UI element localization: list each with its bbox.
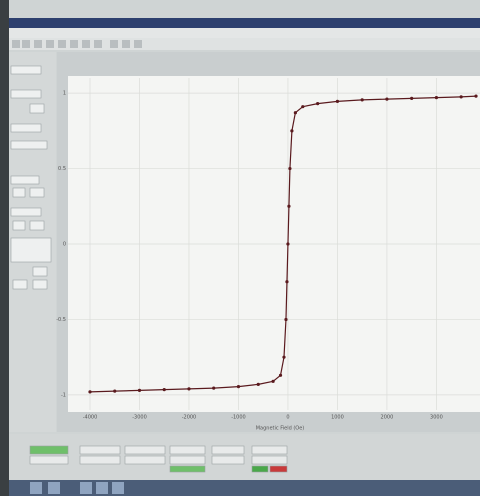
tool-button[interactable] xyxy=(34,40,42,48)
status-field xyxy=(211,455,245,465)
taskbar-icon[interactable] xyxy=(48,482,60,494)
tool-button[interactable] xyxy=(12,40,20,48)
button[interactable] xyxy=(29,187,45,198)
data-point xyxy=(285,280,289,284)
info-box xyxy=(10,237,52,263)
data-point xyxy=(162,388,166,392)
x-tick-label: -4000 xyxy=(83,415,98,421)
data-point xyxy=(293,111,297,115)
data-point xyxy=(284,317,288,322)
taskbar-icon[interactable] xyxy=(96,482,108,494)
status-indicator xyxy=(169,465,206,473)
status-field xyxy=(79,445,121,455)
data-point xyxy=(410,96,414,100)
data-point xyxy=(360,98,364,102)
data-point xyxy=(301,105,305,109)
menu-bar xyxy=(9,28,480,38)
status-field xyxy=(79,455,121,465)
y-tick-label: 0 xyxy=(63,242,66,248)
status-field xyxy=(251,445,288,455)
data-point xyxy=(474,94,478,98)
y-tick-label: -1 xyxy=(61,392,66,398)
data-point xyxy=(290,129,294,133)
button[interactable] xyxy=(12,279,28,290)
data-point xyxy=(137,388,142,392)
tool-button[interactable] xyxy=(82,40,90,48)
status-field xyxy=(124,455,166,465)
tool-button[interactable] xyxy=(58,40,66,48)
data-point xyxy=(286,242,290,246)
x-tick-label: -1000 xyxy=(231,415,246,421)
taskbar xyxy=(9,480,480,496)
x-tick-label: -3000 xyxy=(132,415,147,421)
tool-button[interactable] xyxy=(110,40,118,48)
data-point xyxy=(278,373,283,377)
taskbar-icon[interactable] xyxy=(112,482,124,494)
status-indicator xyxy=(269,465,288,473)
data-point xyxy=(236,385,241,389)
x-tick-label: -2000 xyxy=(182,415,197,421)
data-point xyxy=(385,97,389,101)
data-point xyxy=(113,389,117,393)
x-tick-label: 0 xyxy=(286,415,289,421)
taskbar-icon[interactable] xyxy=(80,482,92,494)
data-point xyxy=(335,99,340,103)
taskbar-icons xyxy=(30,482,124,494)
button[interactable] xyxy=(29,103,45,114)
field[interactable] xyxy=(10,123,42,133)
toolbar-buttons xyxy=(12,40,142,48)
y-tick-label: 1 xyxy=(63,91,66,97)
x-tick-label: 3000 xyxy=(430,415,443,421)
plot: -4000 -3000 -2000 -1000 0 1000 2000 3000 -1 -0.5 0… xyxy=(56,78,480,421)
x-tick-label: 1000 xyxy=(331,415,344,421)
data-point xyxy=(288,166,292,171)
x-tick-label: 2000 xyxy=(381,415,394,421)
status-field xyxy=(29,455,69,465)
monitor-edge xyxy=(0,0,9,496)
status-fields xyxy=(29,445,288,473)
status-field xyxy=(251,455,288,465)
data-point xyxy=(459,95,463,99)
data-point xyxy=(271,379,275,383)
tool-button[interactable] xyxy=(70,40,78,48)
button[interactable] xyxy=(29,220,45,231)
status-field xyxy=(169,455,206,465)
data-point xyxy=(316,102,320,106)
data-point xyxy=(256,382,260,386)
tool-button[interactable] xyxy=(22,40,30,48)
button[interactable] xyxy=(32,279,48,290)
data-point xyxy=(287,204,291,208)
y-tick-label: 0.5 xyxy=(58,166,66,172)
button[interactable] xyxy=(12,220,26,231)
data-point xyxy=(434,96,439,100)
tool-button[interactable] xyxy=(134,40,142,48)
field[interactable] xyxy=(10,207,42,217)
status-field xyxy=(124,445,166,455)
tool-button[interactable] xyxy=(46,40,54,48)
y-tick-label: -0.5 xyxy=(56,317,66,323)
data-point xyxy=(212,386,216,390)
data-point xyxy=(88,390,92,394)
taskbar-icon[interactable] xyxy=(30,482,42,494)
x-axis-label: Magnetic Field (Oe) xyxy=(256,426,305,432)
field[interactable] xyxy=(10,175,40,185)
field[interactable] xyxy=(10,65,42,75)
button[interactable] xyxy=(32,266,48,277)
field[interactable] xyxy=(10,140,48,150)
status-indicator xyxy=(29,445,69,455)
toolbar xyxy=(9,38,480,50)
status-field xyxy=(211,445,245,455)
button[interactable] xyxy=(12,187,26,198)
tool-button[interactable] xyxy=(94,40,102,48)
tool-button[interactable] xyxy=(122,40,130,48)
field[interactable] xyxy=(10,89,42,99)
data-point xyxy=(187,387,191,391)
title-bar xyxy=(9,18,480,28)
data-point xyxy=(282,355,286,359)
status-indicator xyxy=(251,465,269,473)
status-field xyxy=(169,445,206,455)
side-panel-controls xyxy=(10,65,52,290)
